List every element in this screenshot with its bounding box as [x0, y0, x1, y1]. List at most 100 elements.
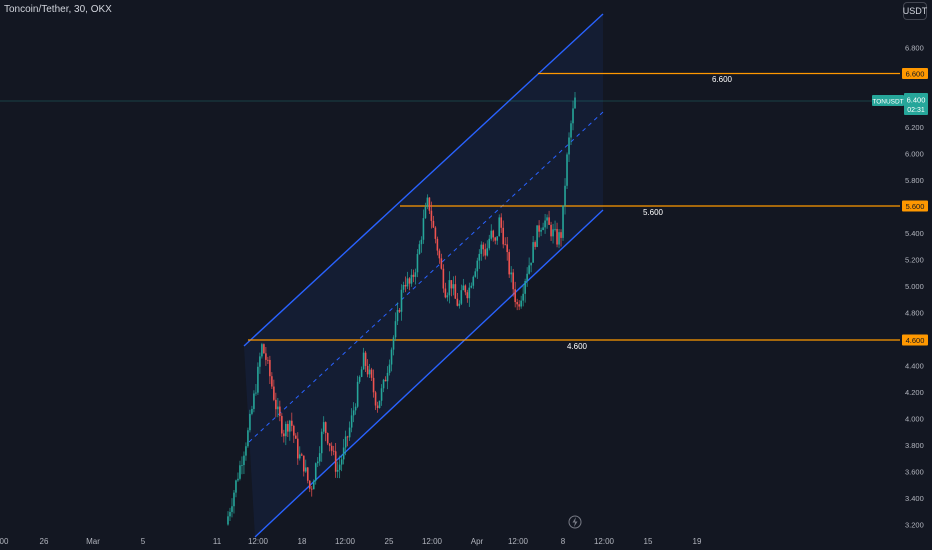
price-tick-label: 4.200 — [905, 388, 924, 397]
candle-body — [380, 388, 383, 401]
candle-body — [374, 392, 377, 406]
candle-body — [354, 406, 357, 411]
candle-body — [410, 274, 413, 284]
candle-body — [572, 108, 574, 124]
candle-body — [233, 492, 235, 507]
candle-body — [241, 465, 243, 466]
price-tick-label: 3.600 — [905, 468, 924, 477]
candle-body — [346, 436, 349, 438]
candle-body — [564, 185, 566, 206]
price-axis — [900, 0, 932, 550]
level-tag-5600 — [902, 200, 928, 212]
candle-body — [376, 405, 379, 409]
level-tag-4600 — [902, 334, 928, 346]
candle-body — [320, 431, 323, 454]
candle-body — [400, 289, 403, 312]
candle-body — [550, 224, 552, 237]
candle-body — [458, 303, 461, 306]
candle-body — [434, 227, 437, 239]
time-tick-label: 12:00 — [422, 537, 443, 546]
candle-body — [420, 239, 423, 245]
candle-body — [255, 392, 257, 394]
candle-body — [516, 302, 518, 305]
price-tick-label: 6.000 — [905, 150, 924, 159]
candle-body — [412, 274, 415, 277]
candle-body — [275, 399, 277, 410]
candle-body — [338, 464, 341, 470]
time-tick-label: 18 — [298, 537, 307, 546]
currency-button[interactable]: USDT — [903, 2, 927, 20]
chart-title: Toncoin/Tether, 30, OKX — [4, 4, 112, 15]
time-tick-label: 12:00 — [508, 537, 529, 546]
candle-body — [249, 413, 251, 431]
candle-body — [247, 430, 249, 447]
candle-body — [390, 349, 393, 365]
time-tick-label: 12:00 — [248, 537, 269, 546]
candle-body — [368, 369, 371, 375]
lightning-icon[interactable] — [568, 515, 582, 529]
candle-body — [261, 344, 263, 357]
candle-body — [444, 288, 447, 298]
price-tick-label: 4.000 — [905, 415, 924, 424]
candle-body — [277, 406, 279, 410]
candle-body — [480, 244, 483, 254]
candle-body — [448, 280, 451, 296]
time-axis-ticks: 00 26 Mar 5 11 12:00 18 12:00 25 12:00 Apr 12:00 8 12… — [0, 537, 702, 546]
candle-body — [430, 210, 433, 221]
candle-body — [540, 229, 542, 232]
candle-body — [324, 422, 327, 434]
candle-body — [326, 433, 329, 444]
candle-body — [498, 217, 501, 237]
candle-body — [404, 284, 407, 287]
candle-body — [314, 463, 317, 481]
level-label-5600: 5.600 — [643, 208, 664, 217]
candle-body — [265, 353, 267, 360]
time-tick-label: 12:00 — [335, 537, 356, 546]
candle-body — [544, 220, 546, 228]
candle-body — [231, 506, 233, 512]
candle-body — [296, 438, 299, 459]
price-tick-label: 3.400 — [905, 494, 924, 503]
candle-body — [243, 455, 245, 466]
candle-body — [382, 379, 385, 389]
candle-body — [558, 232, 560, 245]
candle-body — [524, 281, 526, 294]
candle-body — [384, 379, 387, 382]
candle-body — [334, 451, 337, 472]
level-tag-5600-text: 5.600 — [906, 202, 925, 211]
time-tick-label: 8 — [561, 537, 566, 546]
candle-body — [318, 453, 321, 462]
candle-body — [402, 284, 405, 290]
candle-body — [322, 422, 325, 432]
candle-body — [476, 260, 479, 272]
candle-body — [392, 337, 395, 350]
candle-body — [534, 242, 536, 247]
last-price-tag — [904, 93, 928, 115]
candle-body — [472, 276, 475, 286]
time-tick-label: 5 — [141, 537, 146, 546]
channel-upper-line[interactable] — [243, 13, 604, 347]
price-tick-label: 5.000 — [905, 282, 924, 291]
channel-mid-line[interactable] — [248, 111, 604, 443]
candle-body — [378, 400, 381, 409]
level-label-4600: 4.600 — [567, 342, 588, 351]
candle-body — [300, 454, 303, 456]
candle-body — [414, 272, 417, 277]
candle-body — [340, 459, 343, 465]
level-label-6600: 6.600 — [712, 75, 733, 84]
candle-body — [546, 217, 548, 221]
channel-fill — [244, 14, 603, 537]
candle-body — [344, 436, 347, 448]
candle-body — [508, 252, 510, 275]
level-tag-6600 — [902, 68, 928, 79]
candle-body — [336, 469, 339, 472]
candle-body — [482, 244, 485, 250]
candle-body — [293, 425, 295, 436]
price-tick-label: 3.800 — [905, 441, 924, 450]
candle-body — [442, 268, 445, 289]
price-tick-label: 4.400 — [905, 362, 924, 371]
candle-body — [251, 408, 253, 414]
candle-body — [562, 205, 564, 238]
candle-body — [308, 480, 311, 489]
